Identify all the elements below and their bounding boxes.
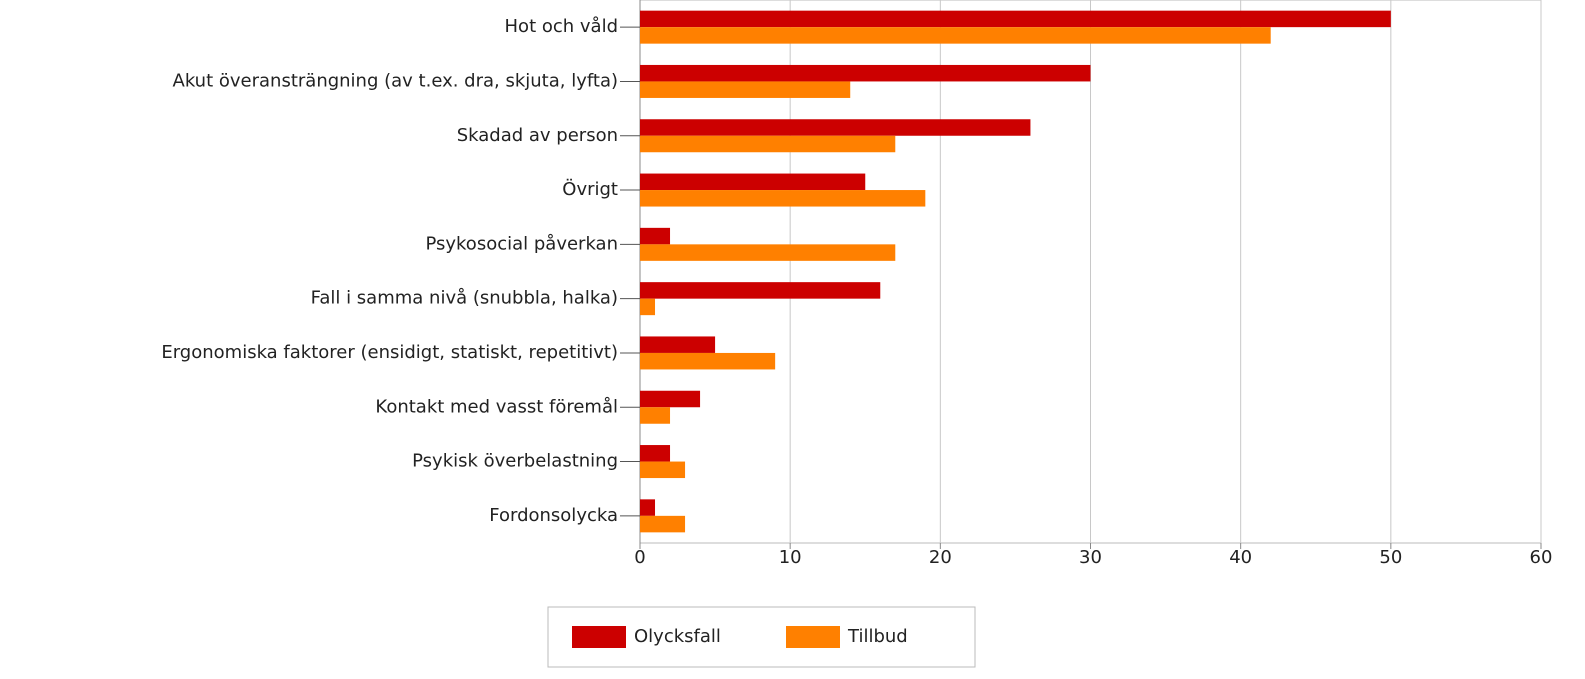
bar	[640, 10, 1391, 28]
bar	[640, 461, 686, 479]
bar	[640, 244, 896, 261]
legend-swatch	[572, 626, 626, 648]
bar	[640, 352, 776, 370]
y-tick-label: Övrigt	[562, 178, 618, 200]
y-tick-label: Skadad av person	[457, 125, 618, 146]
x-tick-label: 0	[634, 547, 645, 568]
bar	[640, 515, 686, 533]
bar	[640, 499, 656, 516]
bar	[640, 336, 716, 353]
bar	[640, 173, 866, 191]
y-tick-label: Ergonomiska faktorer (ensidigt, statiskt…	[161, 342, 618, 363]
x-tick-label: 50	[1379, 547, 1402, 568]
y-tick-label: Psykosocial påverkan	[425, 233, 618, 254]
bar	[640, 81, 851, 98]
y-tick-label: Psykisk överbelastning	[412, 451, 618, 472]
x-tick-label: 40	[1229, 547, 1252, 568]
legend-swatch	[786, 626, 840, 648]
bar	[640, 390, 701, 408]
bar	[640, 282, 881, 299]
bar	[640, 27, 1271, 44]
legend-label: Olycksfall	[634, 626, 721, 647]
bar	[640, 445, 671, 462]
bar	[640, 119, 1031, 136]
y-tick-label: Fordonsolycka	[489, 505, 618, 526]
legend-label: Tillbud	[847, 626, 908, 647]
x-tick-label: 30	[1079, 547, 1102, 568]
bar	[640, 298, 656, 316]
bar	[640, 64, 1091, 82]
bar	[640, 407, 671, 424]
y-tick-label: Hot och våld	[505, 16, 618, 37]
x-tick-label: 60	[1530, 547, 1553, 568]
y-tick-label: Kontakt med vasst föremål	[375, 396, 618, 417]
bar	[640, 190, 926, 207]
x-tick-label: 10	[779, 547, 802, 568]
bar	[640, 227, 671, 245]
y-tick-label: Akut överansträngning (av t.ex. dra, skj…	[173, 70, 619, 91]
bar	[640, 135, 896, 153]
x-tick-label: 20	[929, 547, 952, 568]
y-tick-label: Fall i samma nivå (snubbla, halka)	[311, 288, 618, 309]
